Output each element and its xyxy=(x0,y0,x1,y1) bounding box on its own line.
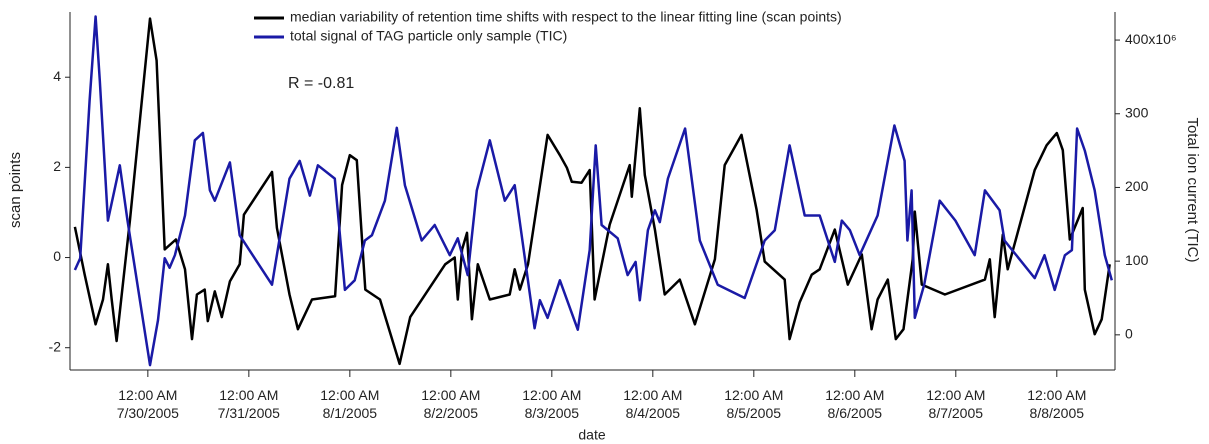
x-tick-label: 12:00 AM 7/30/2005 xyxy=(116,387,179,421)
legend-label: total signal of TAG particle only sample… xyxy=(290,28,567,44)
legend-label: median variability of retention time shi… xyxy=(290,9,842,25)
series-line xyxy=(73,15,1114,367)
y2-tick-label: 200 xyxy=(1125,178,1149,194)
x-tick-label: 12:00 AM 8/5/2005 xyxy=(724,387,784,421)
y2-tick-label: 100 xyxy=(1125,252,1149,268)
x-tick-label: 12:00 AM 8/4/2005 xyxy=(623,387,683,421)
y-tick-label: 4 xyxy=(53,68,61,84)
y2-tick-label: 0 xyxy=(1125,326,1133,342)
x-tick-label: 12:00 AM 7/31/2005 xyxy=(217,387,280,421)
annotation: R = -0.81 xyxy=(288,75,354,92)
y2-tick-label: 300 xyxy=(1125,104,1149,120)
y-axis-label: scan points xyxy=(7,152,24,228)
y-tick-label: -2 xyxy=(49,338,62,354)
series-line xyxy=(73,17,1111,366)
y-tick-label: 2 xyxy=(53,158,61,174)
x-tick-label: 12:00 AM 8/1/2005 xyxy=(320,387,380,421)
x-tick-label: 12:00 AM 8/2/2005 xyxy=(421,387,481,421)
y2-tick-label: 400x10⁶ xyxy=(1125,31,1177,47)
y-tick-label: 0 xyxy=(53,248,61,264)
x-tick-label: 12:00 AM 8/7/2005 xyxy=(926,387,986,421)
x-tick-label: 12:00 AM 8/6/2005 xyxy=(825,387,885,421)
x-axis-label: date xyxy=(578,427,605,443)
x-tick-label: 12:00 AM 8/8/2005 xyxy=(1027,387,1087,421)
x-tick-label: 12:00 AM 8/3/2005 xyxy=(522,387,582,421)
y2-axis-label: Total ion current (TIC) xyxy=(1184,117,1201,262)
